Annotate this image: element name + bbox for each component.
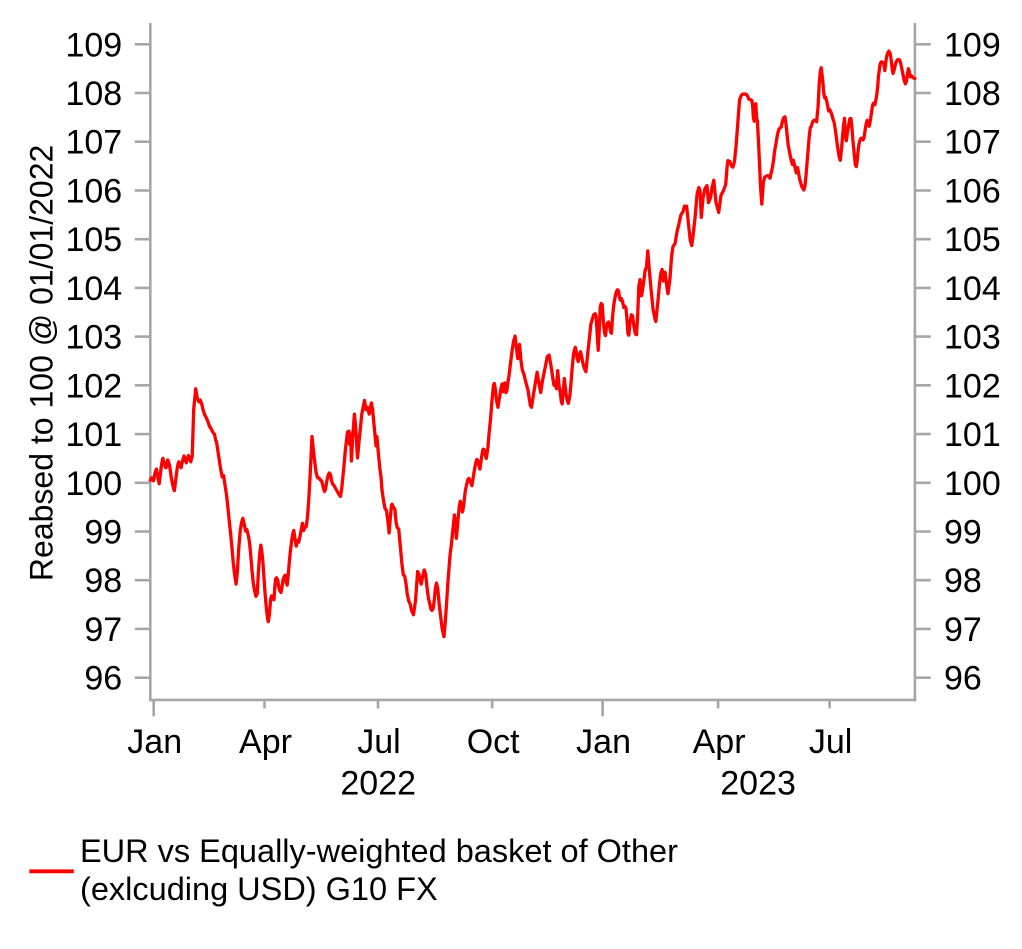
svg-text:100: 100 xyxy=(65,465,122,503)
svg-text:107: 107 xyxy=(944,124,1001,162)
svg-text:2022: 2022 xyxy=(340,765,416,803)
svg-text:99: 99 xyxy=(84,514,122,552)
svg-text:108: 108 xyxy=(944,75,1001,113)
svg-text:104: 104 xyxy=(944,270,1001,308)
svg-text:99: 99 xyxy=(944,514,982,552)
svg-text:Apr: Apr xyxy=(693,723,746,761)
svg-text:105: 105 xyxy=(944,221,1001,259)
svg-text:96: 96 xyxy=(944,660,982,698)
svg-text:Oct: Oct xyxy=(467,723,520,761)
svg-text:103: 103 xyxy=(65,319,122,357)
svg-text:98: 98 xyxy=(84,562,122,600)
svg-text:2023: 2023 xyxy=(720,765,796,803)
svg-text:105: 105 xyxy=(65,221,122,259)
svg-text:101: 101 xyxy=(944,416,1001,454)
svg-text:109: 109 xyxy=(65,26,122,64)
svg-text:106: 106 xyxy=(944,173,1001,211)
svg-text:106: 106 xyxy=(65,173,122,211)
svg-text:101: 101 xyxy=(65,416,122,454)
svg-text:Jul: Jul xyxy=(809,723,852,761)
svg-text:Jan: Jan xyxy=(576,723,631,761)
svg-text:EUR vs Equally-weighted basket: EUR vs Equally-weighted basket of Other xyxy=(80,833,678,869)
svg-text:107: 107 xyxy=(65,124,122,162)
svg-text:Jul: Jul xyxy=(357,723,400,761)
svg-text:Reabsed to 100 @ 01/01/2022: Reabsed to 100 @ 01/01/2022 xyxy=(24,145,60,581)
svg-text:Jan: Jan xyxy=(127,723,182,761)
svg-text:108: 108 xyxy=(65,75,122,113)
svg-text:102: 102 xyxy=(65,367,122,405)
svg-text:103: 103 xyxy=(944,319,1001,357)
svg-text:97: 97 xyxy=(84,611,122,649)
svg-text:98: 98 xyxy=(944,562,982,600)
svg-text:109: 109 xyxy=(944,26,1001,64)
svg-text:102: 102 xyxy=(944,367,1001,405)
svg-text:104: 104 xyxy=(65,270,122,308)
svg-text:(exlcuding USD) G10 FX: (exlcuding USD) G10 FX xyxy=(80,871,438,907)
svg-text:100: 100 xyxy=(944,465,1001,503)
svg-text:96: 96 xyxy=(84,660,122,698)
svg-text:Apr: Apr xyxy=(239,723,292,761)
svg-text:97: 97 xyxy=(944,611,982,649)
